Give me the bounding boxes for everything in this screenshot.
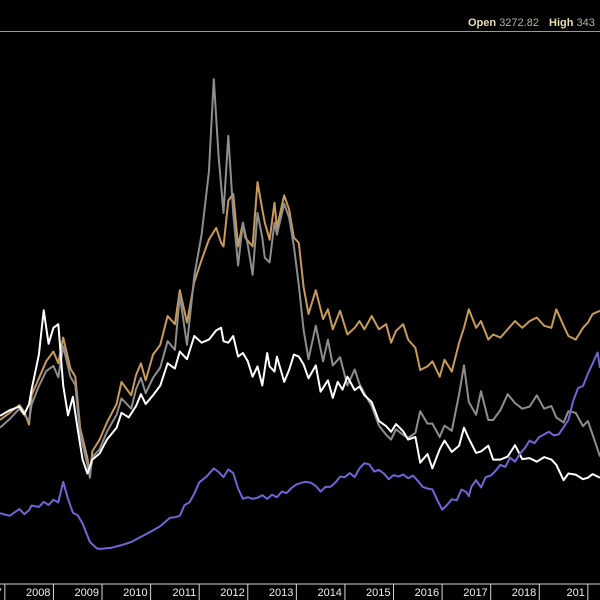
x-tick-label: 7 bbox=[0, 587, 2, 599]
series-line-2 bbox=[0, 78, 600, 479]
x-tick-label: 2011 bbox=[173, 587, 197, 599]
x-tick-label: 2018 bbox=[512, 587, 536, 599]
header-divider bbox=[0, 31, 600, 32]
header-bar: Open 3272.82 High 343 bbox=[0, 0, 600, 36]
x-axis: 7 2008 2009 2010 2011 2012 2013 2014 2015 2016 201… bbox=[0, 583, 600, 600]
x-tick-label: 2014 bbox=[317, 587, 341, 599]
ohlc-readout: Open 3272.82 High 343 bbox=[468, 17, 600, 29]
high-value: 343 bbox=[576, 17, 595, 29]
series-layer bbox=[0, 78, 600, 550]
x-tick-label: 2009 bbox=[75, 587, 99, 599]
x-tick-label: 2017 bbox=[463, 587, 487, 599]
open-label: Open bbox=[468, 17, 497, 29]
x-tick-label: 2016 bbox=[415, 587, 439, 599]
x-tick-label: 2015 bbox=[366, 587, 390, 599]
x-tick-label: 2012 bbox=[220, 587, 244, 599]
x-tick-label: 2010 bbox=[123, 587, 147, 599]
x-tick-label: 201 bbox=[566, 587, 584, 599]
open-value: 3272.82 bbox=[499, 17, 539, 29]
x-tick-label: 2008 bbox=[26, 587, 50, 599]
high-label: High bbox=[549, 17, 574, 29]
x-tick-label: 2013 bbox=[269, 587, 293, 599]
series-line-1 bbox=[0, 181, 600, 478]
series-line-4 bbox=[0, 351, 600, 550]
series-line-3 bbox=[0, 309, 600, 482]
